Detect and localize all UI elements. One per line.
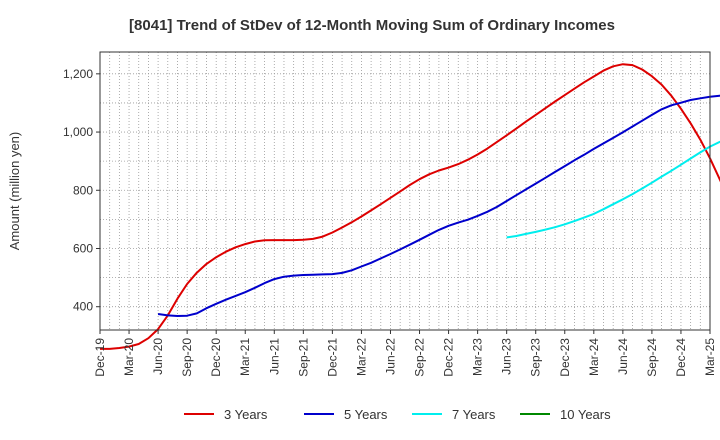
x-tick-label: Mar-21 [238,338,252,376]
legend-label: 7 Years [452,407,496,422]
x-axis-ticks: Dec-19 Mar-20 Jun-20 Sep-20 Dec-20 Mar-21 Jun-… [93,330,717,377]
x-tick-label: Mar-24 [587,338,601,376]
y-axis-label: Amount (million yen) [7,132,22,251]
x-tick-label: Sep-22 [413,338,427,377]
x-tick-label: Mar-25 [703,338,717,376]
legend-label: 5 Years [344,407,388,422]
x-tick-label: Jun-23 [500,338,514,375]
plot-border [99,51,711,331]
legend-label: 3 Years [224,407,268,422]
x-tick-label: Sep-21 [296,338,310,377]
x-tick-label: Dec-19 [93,338,107,377]
x-tick-label: Sep-24 [645,338,659,377]
y-tick-label: 600 [73,241,93,255]
x-tick-label: Jun-24 [616,338,630,375]
x-tick-label: Dec-24 [674,338,688,377]
series-line-5-years [157,94,720,317]
x-tick-label: Sep-23 [529,338,543,377]
x-tick-label: Mar-20 [122,338,136,376]
series-line-3-years [100,63,720,350]
y-tick-label: 400 [73,300,93,314]
chart-title: [8041] Trend of StDev of 12-Month Moving… [129,17,615,34]
x-tick-label: Dec-20 [209,338,223,377]
x-tick-label: Dec-23 [558,338,572,377]
y-tick-label: 800 [73,183,93,197]
y-axis-ticks: 400 600 800 1,000 1,200 [63,67,100,314]
y-tick-label: 1,200 [63,67,93,81]
x-tick-label: Jun-20 [151,338,165,375]
x-tick-label: Dec-22 [442,338,456,377]
y-tick-label: 1,000 [63,125,93,139]
legend-label: 10 Years [560,407,611,422]
x-tick-label: Mar-23 [471,338,485,376]
legend: 3 Years 5 Years 7 Years 10 Years [184,407,611,422]
x-tick-label: Jun-21 [267,338,281,375]
plot-area [100,52,710,330]
x-tick-label: Sep-20 [180,338,194,377]
x-tick-label: Mar-22 [354,338,368,376]
x-tick-label: Dec-21 [325,338,339,377]
x-tick-label: Jun-22 [383,338,397,375]
